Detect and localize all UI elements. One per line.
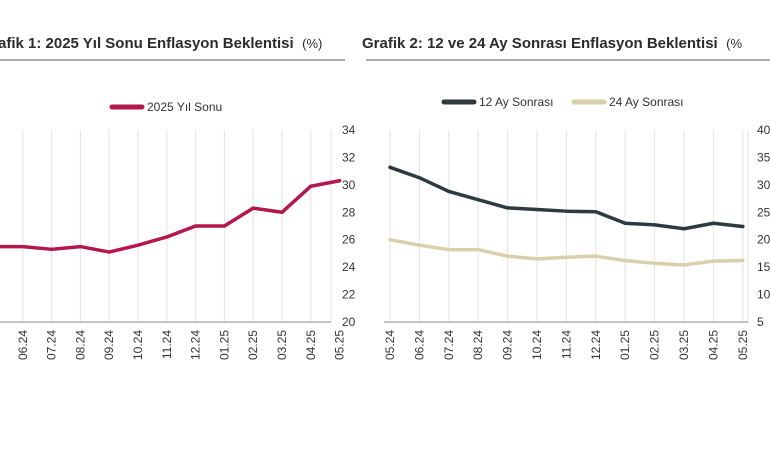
chart1-plot: 34 32 30 28 26 24 22 20 06.24 07.24 08.24 09.24 10.2…	[0, 100, 356, 360]
chart2-series-2-point	[711, 259, 716, 263]
chart1-x-tick-label: 01.25	[217, 330, 231, 360]
chart2-x-tick-label: 10.24	[530, 330, 544, 360]
chart2-x-tick-label: 11.24	[559, 330, 573, 359]
chart1-x-tick-label: 02.25	[246, 330, 260, 360]
chart2-x-tick-label: 01.25	[618, 330, 632, 360]
chart1-series-1-point	[251, 206, 255, 210]
chart2-x-tick-label: 08.24	[471, 330, 485, 360]
chart2-series-2-point	[417, 243, 421, 247]
chart1-y-tick-label: 32	[342, 150, 356, 164]
chart1-series-1-point	[78, 244, 82, 249]
chart1-series-1-line	[0, 178, 342, 254]
chart1-x-tick-label: 09.24	[102, 330, 116, 360]
chart1-series-1-point	[136, 243, 140, 247]
chart1-title-main: afik 1: 2025 Yıl Sonu Enflasyon Beklenti…	[0, 35, 294, 52]
chart2-x-tick-label: 12.24	[589, 330, 603, 360]
chart1-series-1-point	[338, 179, 342, 183]
chart2-series-2-point	[682, 263, 686, 267]
chart1-y-tick-label: 22	[342, 288, 356, 302]
chart2-series-1-point	[711, 221, 716, 225]
chart1-series-1-point	[222, 224, 226, 228]
chart2-title-main: Grafik 2: 12 ve 24 Ay Sonrası Enflasyon …	[362, 35, 718, 52]
chart1-y-tick-label: 24	[342, 260, 356, 274]
chart2-series-2-point	[594, 254, 598, 258]
chart2-legend-label-2: 24 Ay Sonrası	[609, 95, 684, 109]
chart1-y-tick-label: 28	[342, 205, 356, 219]
chart2-y-tick-label: 10	[757, 288, 770, 302]
chart2-series-1-point	[741, 224, 745, 229]
chart2-x-tick-label: 02.25	[648, 330, 662, 360]
chart2-series-2-point	[741, 258, 745, 263]
chart2-y-tick-label: 35	[757, 150, 770, 164]
chart2-series-2-point	[653, 261, 657, 265]
chart2-y-tick-label: 30	[757, 178, 770, 192]
chart1-x-tick-label: 12.24	[189, 330, 203, 360]
chart1-x-tick-label: 06.24	[16, 330, 30, 360]
chart1-y-tick-label: 34	[342, 123, 356, 137]
chart2-y-tick-label: 15	[757, 260, 770, 274]
chart1-x-tick-label: 11.24	[160, 330, 174, 359]
chart2-series-2-point	[447, 247, 451, 252]
chart2-x-tick-label: 04.25	[706, 330, 720, 360]
chart2-series-1-point	[564, 209, 569, 213]
chart1-y-tick-label: 30	[342, 178, 356, 192]
chart1-x-tick-label: 03.25	[275, 330, 289, 360]
chart2-y-tick-label: 20	[757, 233, 770, 247]
chart2-x-tick-label: 07.24	[442, 330, 456, 360]
chart1-x-tick-label: 05.25	[333, 330, 347, 360]
chart1-legend-label-1: 2025 Yıl Sonu	[147, 100, 222, 114]
chart2-title: Grafik 2: 12 ve 24 Ay Sonrası Enflasyon …	[362, 35, 743, 52]
chart1-series-1-point	[309, 184, 313, 188]
chart2-series-1-point	[417, 176, 421, 180]
chart2-series-1-point	[535, 207, 539, 212]
chart2-x-tick-label: 09.24	[501, 330, 515, 360]
chart1-x-tick-label: 04.25	[304, 330, 318, 360]
chart2-x-tick-label: 06.24	[412, 330, 426, 360]
chart2-series-1-point	[594, 210, 598, 214]
chart2-y-tick-label: 40	[757, 123, 770, 137]
chart2-y-tick-label: 25	[757, 205, 770, 219]
chart2-series-2-point	[564, 255, 569, 259]
chart2-series-1-point	[623, 221, 627, 225]
chart2-series-2-point	[535, 257, 539, 261]
chart1-x-tick-label: 08.24	[73, 330, 87, 360]
chart1-x-tick-label: 07.24	[45, 330, 59, 360]
chart2-series-2-point	[506, 254, 510, 258]
chart1-title-unit: (%)	[302, 36, 322, 51]
chart1-series-1-point	[165, 235, 169, 239]
chart1-series-1-point	[194, 224, 198, 228]
chart2-x-tick-label: 05.24	[383, 330, 397, 360]
chart2-y-tick-label: 5	[757, 315, 764, 329]
chart1-title: afik 1: 2025 Yıl Sonu Enflasyon Beklenti…	[0, 35, 322, 52]
chart1-series-1-point	[280, 210, 284, 214]
chart2-x-tick-label: 05.25	[736, 330, 750, 360]
chart1-series-1-point	[50, 247, 54, 251]
chart1-x-tick-label: 10.24	[131, 330, 145, 360]
chart1-y-tick-label: 20	[342, 315, 356, 329]
chart2-series-1-point	[653, 223, 657, 227]
chart2-title-unit: (%	[726, 36, 742, 51]
chart1-series-1-point	[21, 244, 25, 249]
chart2-series-2-point	[476, 247, 480, 252]
chart1-series-1-point	[107, 250, 111, 254]
chart2-series-2-point	[388, 238, 392, 242]
chart2-series-1-point	[447, 189, 451, 194]
chart2-series-1-point	[476, 198, 480, 202]
chart2-series-1-point	[388, 165, 392, 169]
chart2-series-1-point	[682, 227, 686, 231]
chart2-plot: 40 35 30 25 20 15 10 5 05.24 06.24 07.24 08.24 09.24…	[383, 95, 770, 360]
chart2-series-2-point	[623, 258, 627, 263]
chart1-y-tick-label: 26	[342, 233, 356, 247]
chart2-series-1-point	[506, 206, 510, 210]
chart2-legend-label-1: 12 Ay Sonrası	[479, 95, 554, 109]
chart2-x-tick-label: 03.25	[677, 330, 691, 360]
